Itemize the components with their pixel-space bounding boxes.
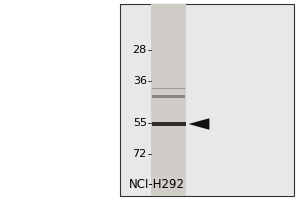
Text: 28: 28 bbox=[133, 45, 147, 55]
Text: 55: 55 bbox=[133, 118, 147, 128]
Text: NCI-H292: NCI-H292 bbox=[129, 178, 185, 191]
Bar bbox=[152, 122, 185, 126]
Bar bbox=[151, 4, 186, 196]
Text: 36: 36 bbox=[133, 76, 147, 86]
Bar bbox=[120, 4, 294, 196]
Text: 72: 72 bbox=[133, 149, 147, 159]
Bar bbox=[152, 95, 185, 98]
Polygon shape bbox=[188, 118, 209, 130]
Bar bbox=[152, 88, 185, 89]
